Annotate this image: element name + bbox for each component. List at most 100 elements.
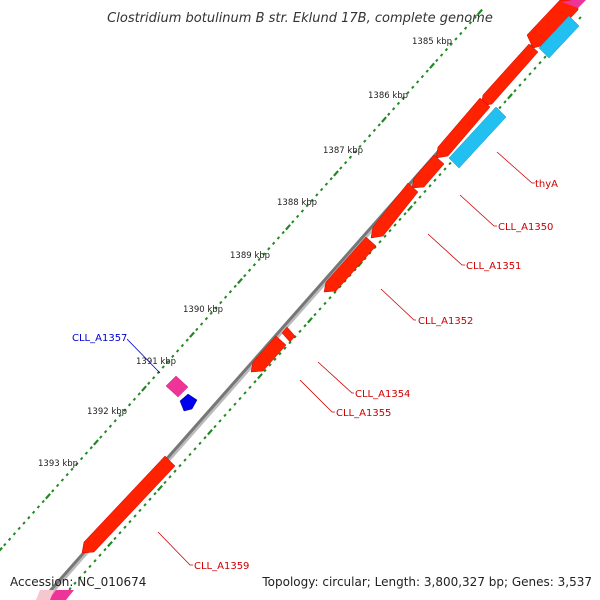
minor-tick [238, 396, 242, 401]
minor-tick [278, 352, 282, 356]
minor-tick [248, 385, 252, 390]
major-tick [157, 484, 163, 492]
minor-tick [387, 112, 391, 116]
minor-tick [295, 214, 300, 219]
gene-label-cll-a1359[interactable]: CLL_A1359 [194, 561, 249, 572]
minor-tick [204, 316, 209, 321]
leader-line-cll-a1357 [126, 338, 161, 374]
minor-tick [298, 329, 302, 334]
minor-tick [319, 187, 324, 192]
minor-tick [323, 301, 327, 306]
major-tick [93, 439, 99, 446]
gene-label-cll-a1352[interactable]: CLL_A1352 [418, 316, 473, 327]
major-tick [333, 170, 339, 177]
minor-tick [262, 252, 266, 256]
minor-tick [318, 307, 322, 311]
minor-tick [518, 83, 522, 87]
gene-label-cll-a1354[interactable]: CLL_A1354 [355, 389, 410, 400]
minor-tick [193, 447, 197, 451]
minor-tick [291, 220, 295, 224]
minor-tick [415, 80, 420, 84]
minor-tick [195, 327, 199, 332]
gene-feature[interactable] [411, 154, 445, 189]
minor-tick [339, 166, 343, 170]
minor-tick [578, 16, 582, 20]
minor-tick [138, 508, 142, 513]
minor-tick [393, 223, 397, 227]
minor-tick [70, 467, 74, 471]
minor-tick [218, 419, 222, 423]
major-tick [0, 546, 3, 552]
gene-feature[interactable] [323, 236, 377, 293]
minor-tick [214, 306, 218, 310]
minor-tick [513, 89, 517, 93]
minor-tick [435, 58, 439, 63]
major-tick [407, 205, 413, 212]
minor-tick [459, 31, 463, 36]
minor-tick [443, 167, 447, 171]
minor-tick [538, 61, 542, 65]
minor-tick [209, 311, 213, 315]
minor-tick [468, 21, 473, 25]
minor-tick [473, 15, 477, 20]
gene-label-cll-a1357[interactable]: CLL_A1357 [72, 333, 127, 344]
minor-tick [78, 575, 82, 580]
major-tick [45, 493, 51, 500]
minor-tick [17, 526, 21, 531]
minor-tick [372, 128, 377, 133]
minor-tick [328, 296, 332, 300]
minor-tick [148, 497, 152, 501]
gene-feature[interactable] [435, 97, 491, 159]
misc-feature-pink[interactable] [165, 375, 189, 398]
minor-tick [358, 144, 362, 149]
minor-tick [438, 172, 442, 177]
minor-tick [188, 452, 192, 457]
minor-tick [271, 241, 276, 246]
gene-feature[interactable] [81, 455, 176, 554]
minor-tick [113, 419, 117, 423]
minor-tick [163, 480, 167, 485]
minor-tick [133, 514, 137, 518]
minor-tick [137, 392, 141, 396]
gene-feature[interactable] [281, 326, 296, 343]
minor-tick [233, 284, 237, 289]
misc-feature-pink-light[interactable] [36, 590, 54, 600]
minor-tick [161, 365, 165, 369]
major-tick [141, 385, 147, 392]
minor-tick [348, 155, 353, 159]
minor-tick [444, 47, 449, 52]
tick-label-1388: 1388 kbp [277, 198, 317, 208]
minor-tick [175, 349, 180, 353]
minor-tick [203, 436, 207, 440]
minor-tick [22, 521, 26, 525]
minor-tick [528, 72, 532, 76]
gene-feature-cll-a1357[interactable] [179, 393, 198, 412]
minor-tick [267, 247, 271, 251]
gene-label-cll-a1350[interactable]: CLL_A1350 [498, 222, 553, 233]
misc-feature-pink-bottom[interactable] [48, 590, 74, 600]
rna-feature[interactable] [538, 15, 580, 59]
minor-tick [463, 26, 468, 30]
minor-tick [55, 483, 60, 488]
minor-tick [423, 189, 427, 194]
gene-feature[interactable] [370, 182, 419, 239]
minor-tick [36, 505, 41, 509]
minor-tick [543, 55, 547, 59]
tick-label-1393: 1393 kbp [38, 459, 78, 469]
gene-label-cll-a1355[interactable]: CLL_A1355 [336, 408, 391, 419]
major-tick [429, 62, 435, 69]
minor-tick [143, 503, 147, 507]
minor-tick [276, 236, 281, 240]
minor-tick [198, 441, 202, 446]
gene-label-thya[interactable]: thyA [535, 179, 558, 190]
minor-tick [199, 322, 204, 326]
tick-label-1392: 1392 kbp [87, 407, 127, 417]
minor-tick [75, 462, 79, 466]
minor-tick [428, 184, 432, 188]
gene-feature[interactable] [250, 335, 287, 373]
rna-feature[interactable] [448, 106, 507, 169]
gene-label-cll-a1351[interactable]: CLL_A1351 [466, 261, 521, 272]
minor-tick [127, 403, 132, 407]
misc-feature-pink-bottom-2[interactable] [562, 0, 586, 8]
minor-tick [413, 200, 417, 205]
